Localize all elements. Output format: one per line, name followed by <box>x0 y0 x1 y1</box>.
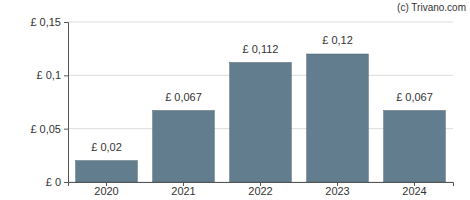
y-tick-mark <box>64 22 68 23</box>
data-label: £ 0,067 <box>396 91 433 103</box>
y-tick: £ 0,1 <box>37 69 68 81</box>
bars <box>76 54 446 182</box>
data-label: £ 0,067 <box>165 91 202 103</box>
y-tick-mark <box>64 75 68 76</box>
x-tick-label: 2020 <box>94 185 118 197</box>
y-tick-label: £ 0,05 <box>30 123 61 135</box>
bar <box>384 111 446 182</box>
bar <box>76 161 138 182</box>
x-tick: 2024 <box>402 182 426 197</box>
x-tick-label: 2024 <box>402 185 426 197</box>
y-tick-label: £ 0 <box>46 176 61 188</box>
x-tick: 2023 <box>325 182 349 197</box>
x-tick: 2020 <box>94 182 118 197</box>
data-labels: £ 0,02 £ 0,067 £ 0,112 £ 0,12 £ 0,067 <box>91 34 433 153</box>
grid-line <box>68 22 453 23</box>
annotation: (c) Trivano.com <box>397 2 466 13</box>
bar <box>230 63 292 182</box>
x-axis: 2020 2021 2022 2023 2024 <box>69 182 454 197</box>
x-tick: 2021 <box>171 182 195 197</box>
bar <box>153 111 215 182</box>
data-label: £ 0,112 <box>243 43 279 55</box>
y-tick: £ 0,05 <box>30 123 68 135</box>
y-tick-mark <box>64 129 68 130</box>
data-label: £ 0,12 <box>322 34 353 46</box>
y-axis: £ 0 £ 0,05 £ 0,1 £ 0,15 <box>30 16 68 188</box>
y-tick: £ 0 <box>46 176 68 188</box>
grid <box>68 22 453 182</box>
x-tick-label: 2022 <box>248 185 272 197</box>
y-tick-mark <box>64 182 68 183</box>
y-axis-line <box>64 23 69 183</box>
x-tick-label: 2023 <box>325 185 349 197</box>
data-label: £ 0,02 <box>91 141 122 153</box>
y-tick: £ 0,15 <box>30 16 68 28</box>
x-tick: 2022 <box>248 182 272 197</box>
chart: £ 0 £ 0,05 £ 0,1 £ 0,15 2020 2021 2022 2023 2024… <box>0 0 470 200</box>
x-tick-label: 2021 <box>171 185 195 197</box>
bar <box>307 54 369 182</box>
y-tick-label: £ 0,1 <box>37 69 61 81</box>
y-tick-label: £ 0,15 <box>30 16 61 28</box>
